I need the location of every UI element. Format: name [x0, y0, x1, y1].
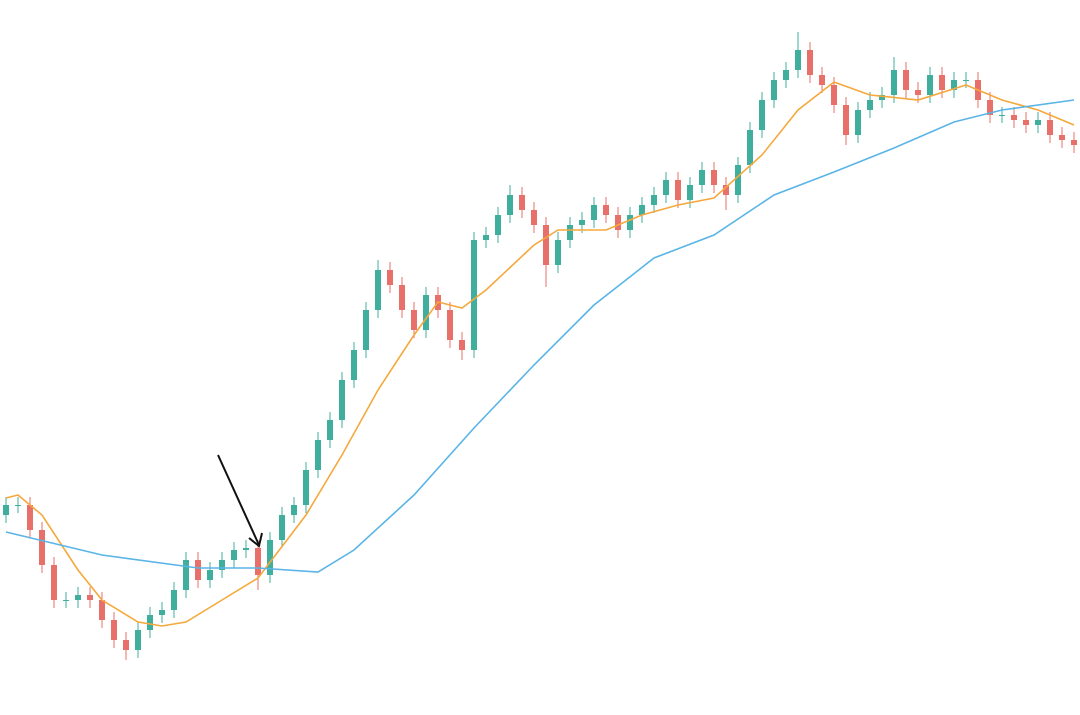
candle-body [147, 615, 153, 630]
candle-body [39, 530, 45, 565]
candle-body [315, 440, 321, 470]
candle-body [615, 215, 621, 230]
candle-body [651, 195, 657, 205]
candle-body [1035, 120, 1041, 125]
candle-body [879, 95, 885, 100]
candle-body [111, 620, 117, 640]
candle-body [279, 515, 285, 540]
candle-body [375, 270, 381, 310]
candle-body [555, 240, 561, 265]
candle-body [927, 75, 933, 95]
arrow-shaft [217, 454, 260, 546]
candle-body [591, 205, 597, 220]
candle-body [471, 240, 477, 350]
candle-body [867, 100, 873, 110]
candle-body [303, 470, 309, 505]
candle-body [699, 170, 705, 185]
arrow-head [248, 532, 263, 548]
candle-body [327, 420, 333, 440]
candle-body [723, 185, 729, 195]
candle-body [603, 205, 609, 215]
candles [3, 32, 1077, 660]
candle-body [843, 105, 849, 135]
candle-body [207, 570, 213, 580]
candle-body [135, 630, 141, 650]
candle-body [51, 565, 57, 600]
candle-body [687, 185, 693, 200]
candle-body [999, 115, 1005, 116]
candle-body [387, 270, 393, 285]
candle-body [675, 180, 681, 200]
candle-body [123, 640, 129, 650]
candle-body [1071, 140, 1077, 145]
candle-body [627, 215, 633, 230]
candle-body [459, 340, 465, 350]
candle-body [99, 600, 105, 620]
candle-body [579, 220, 585, 225]
candle-body [231, 550, 237, 560]
candle-body [75, 595, 81, 600]
candle-body [531, 210, 537, 225]
candle-body [543, 225, 549, 265]
candle-body [171, 590, 177, 610]
candle-body [915, 90, 921, 95]
candle-body [243, 548, 249, 550]
candle-body [507, 195, 513, 215]
candle-body [15, 505, 21, 506]
candle-body [1059, 135, 1065, 140]
candle-body [483, 235, 489, 240]
candle-body [963, 80, 969, 81]
candle-body [855, 110, 861, 135]
candle-body [747, 130, 753, 165]
candle-body [939, 75, 945, 90]
candle-body [807, 50, 813, 75]
candle-body [423, 295, 429, 330]
candle-body [783, 70, 789, 80]
candle-body [219, 560, 225, 570]
candle-body [891, 70, 897, 95]
candle-body [363, 310, 369, 350]
candle-body [831, 85, 837, 105]
moving-average-line [5, 81, 1075, 627]
candle-body [87, 595, 93, 600]
candle-body [351, 350, 357, 380]
candle-body [519, 195, 525, 210]
candle-body [255, 548, 261, 575]
candle-body [759, 100, 765, 130]
candle-body [27, 505, 33, 530]
candle-body [495, 215, 501, 235]
candle-body [3, 505, 9, 515]
candle-body [819, 75, 825, 85]
candle-body [195, 560, 201, 580]
moving-average-line [5, 99, 1075, 573]
candle-body [183, 560, 189, 590]
annotation-arrow [217, 454, 263, 548]
candle-body [1023, 120, 1029, 125]
candle-body [771, 80, 777, 100]
candle-body [951, 80, 957, 90]
candle-body [735, 165, 741, 195]
candle-body [291, 505, 297, 515]
candle-body [903, 70, 909, 90]
candle-body [1047, 120, 1053, 135]
candle-body [567, 225, 573, 240]
candle-body [663, 180, 669, 195]
candle-body [399, 285, 405, 310]
candle-body [795, 50, 801, 70]
candle-body [1011, 115, 1017, 120]
candle-body [639, 205, 645, 215]
candle-body [159, 610, 165, 615]
candle-body [411, 310, 417, 330]
candle-body [711, 170, 717, 185]
candle-body [267, 540, 273, 575]
candle-body [339, 380, 345, 420]
candle-body [63, 600, 69, 601]
candle-body [447, 310, 453, 340]
candle-body [987, 100, 993, 115]
